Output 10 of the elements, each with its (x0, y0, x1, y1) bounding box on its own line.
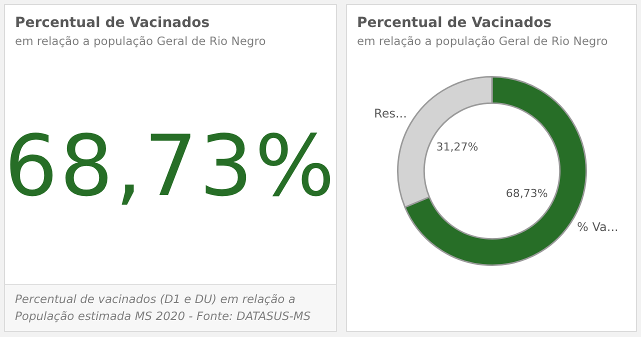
chart-title: Percentual de Vacinados (357, 15, 553, 31)
data-label: 31,27% (436, 140, 478, 154)
chart-subtitle: em relação a população Geral de Rio Negro (357, 34, 609, 48)
text: Percentual de Vacinados (15, 15, 211, 31)
text: Percentual de vacinados (D1 e DU) em relação a População estimada MS 2020 - Fonte: DATASUS-MS (5, 284, 336, 331)
data-label: 68,73% (506, 187, 548, 200)
text: em relação a população Geral de Rio Negro (15, 34, 267, 48)
slice-label: % Va... (577, 220, 618, 234)
slice-label: Res... (374, 106, 407, 120)
text: 68,73% (4, 117, 337, 215)
